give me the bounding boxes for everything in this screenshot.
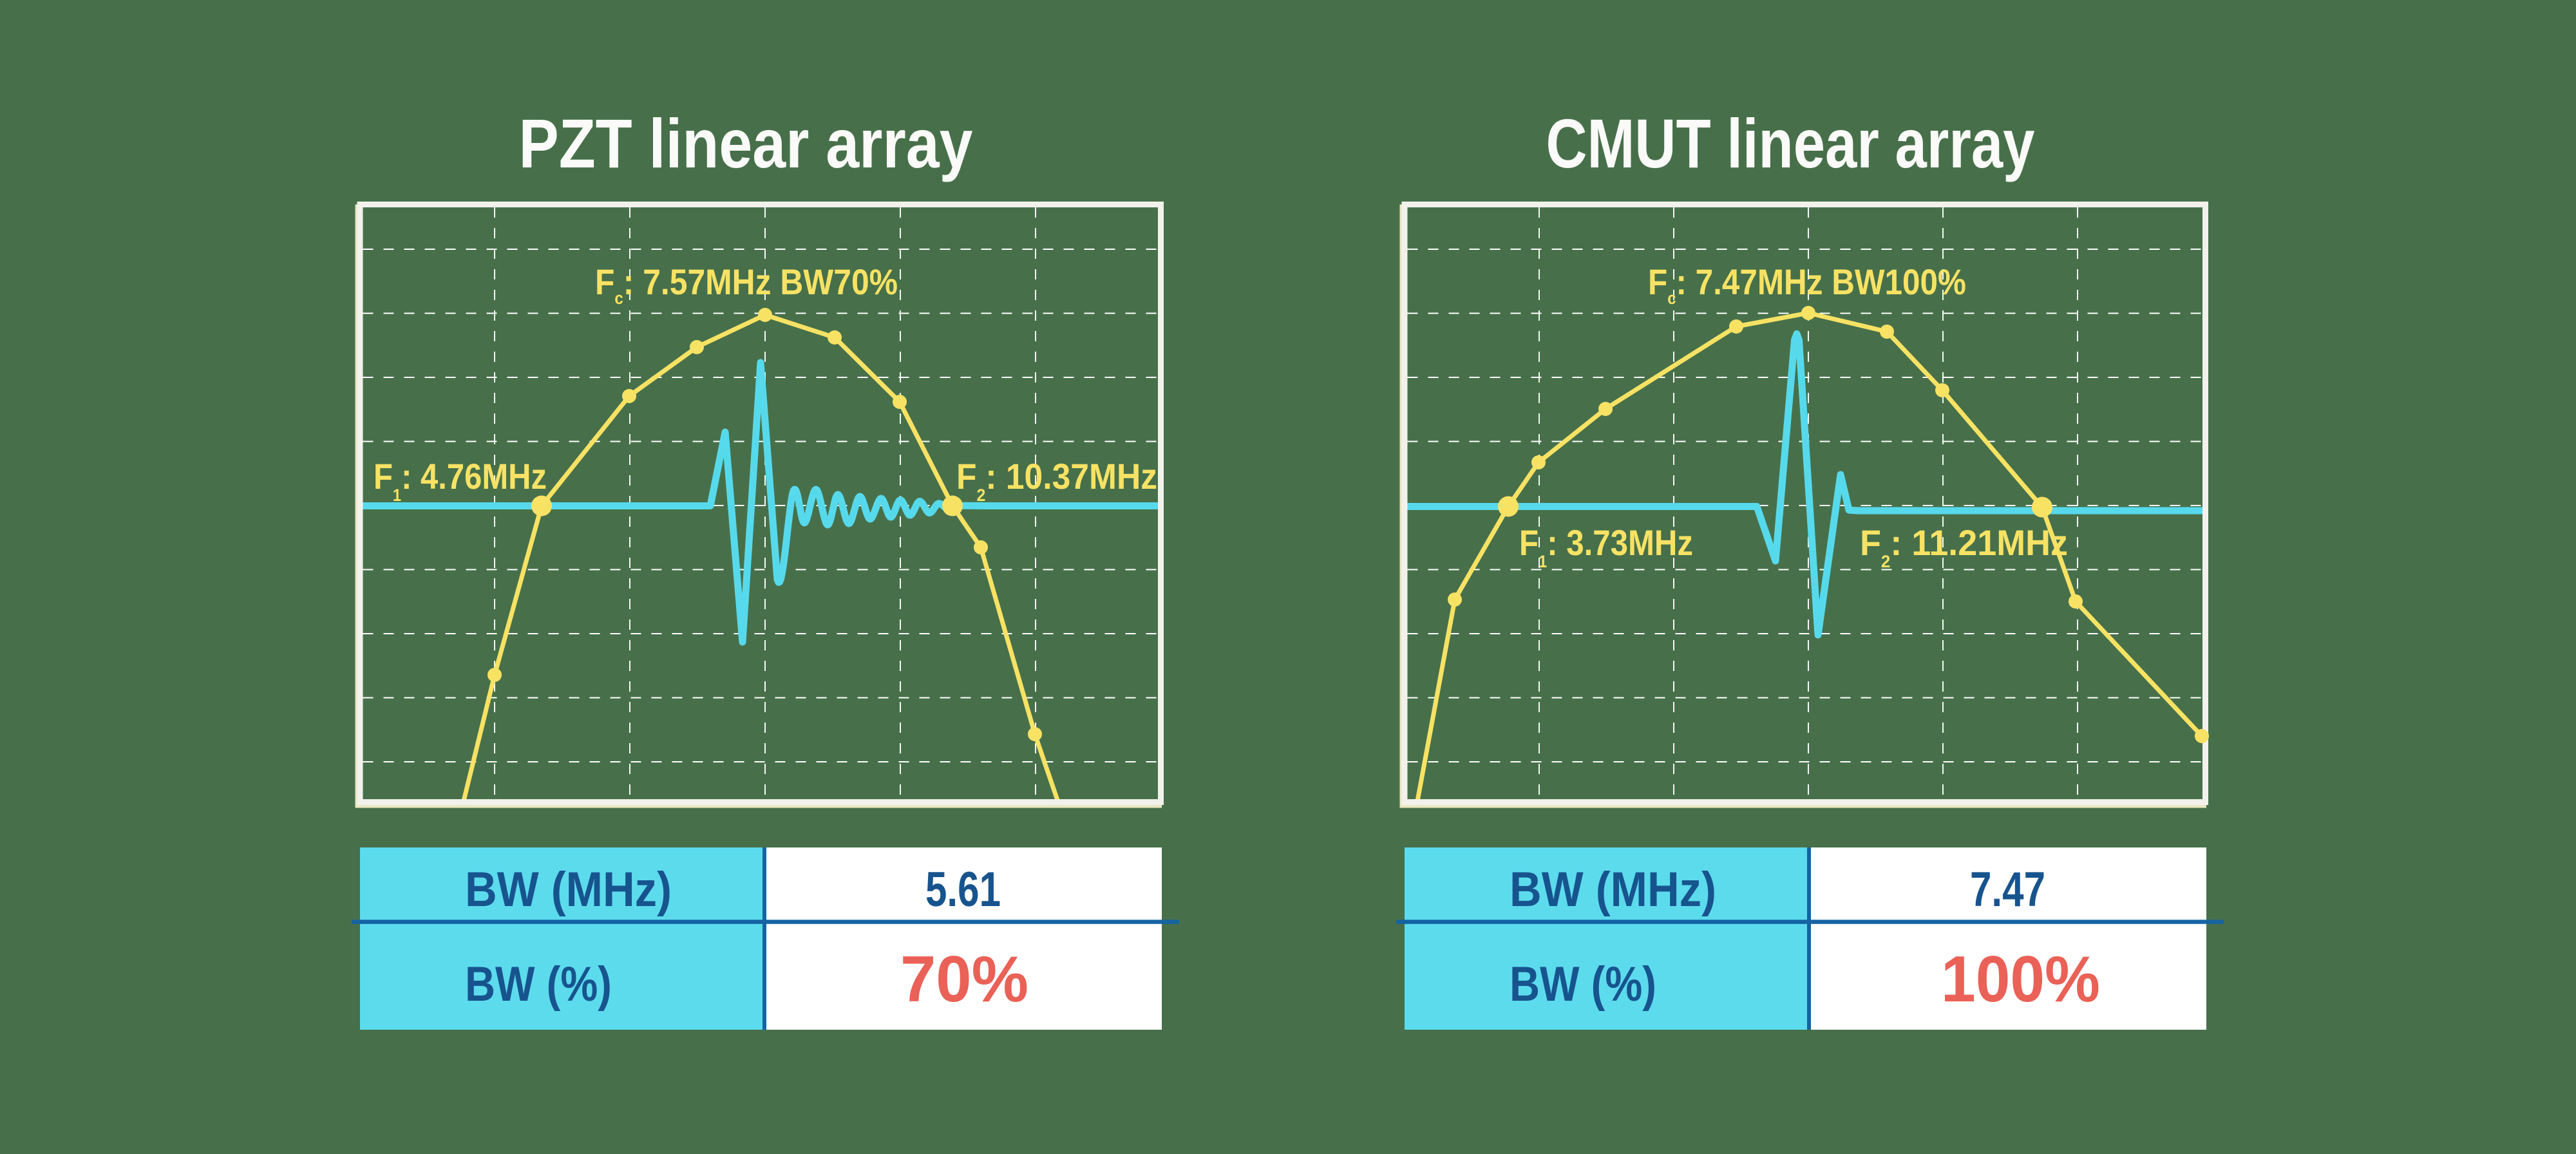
svg-text:7.47: 7.47 bbox=[1970, 862, 2045, 917]
svg-text:PZT linear array: PZT linear array bbox=[519, 104, 973, 182]
svg-text:BW (%): BW (%) bbox=[1510, 957, 1656, 1012]
svg-text:100%: 100% bbox=[1941, 943, 2100, 1016]
svg-text:BW (MHz): BW (MHz) bbox=[465, 862, 672, 917]
svg-text:BW (%): BW (%) bbox=[465, 957, 612, 1012]
svg-text:70%: 70% bbox=[900, 943, 1028, 1016]
svg-text:5.61: 5.61 bbox=[925, 862, 1001, 917]
svg-text:CMUT linear array: CMUT linear array bbox=[1546, 104, 2035, 182]
svg-text:Fc: 7.57MHz BW70%: Fc: 7.57MHz BW70% bbox=[595, 261, 898, 308]
svg-text:Fc: 7.47MHz BW100%: Fc: 7.47MHz BW100% bbox=[1648, 261, 1966, 308]
svg-text:BW (MHz): BW (MHz) bbox=[1510, 862, 1716, 917]
